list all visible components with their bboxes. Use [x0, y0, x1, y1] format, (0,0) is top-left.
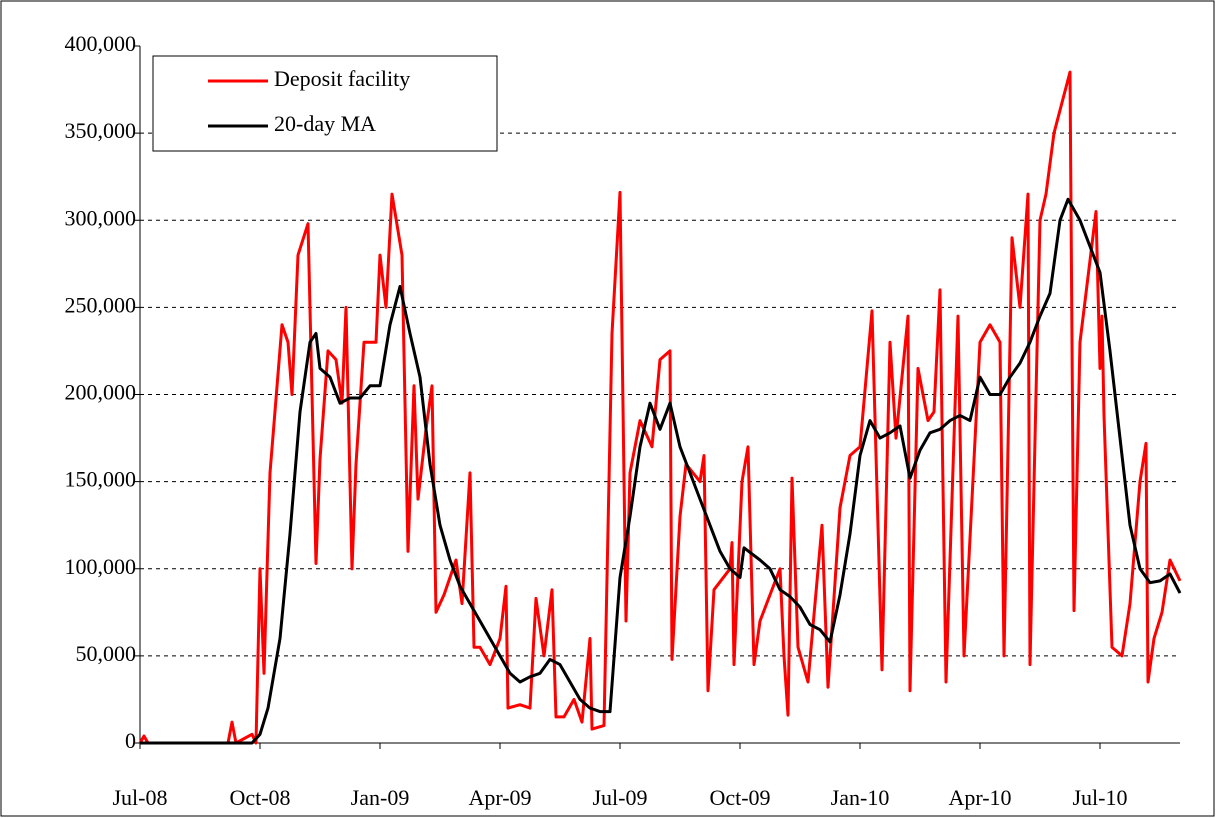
x-tick-label: Apr-09: [468, 785, 531, 810]
series-line: [138, 70, 1182, 745]
x-tick-label: Oct-08: [229, 785, 290, 810]
legend-box: [152, 55, 498, 152]
y-tick-label: 350,000: [65, 118, 137, 143]
x-tick-label: Jan-09: [351, 785, 410, 810]
y-tick-label: 200,000: [65, 380, 137, 405]
x-tick-label: Oct-09: [709, 785, 770, 810]
y-tick-label: 400,000: [65, 31, 137, 56]
y-tick-label: 150,000: [65, 467, 137, 492]
x-tick-label: Jul-08: [113, 785, 168, 810]
y-tick-label: 100,000: [65, 554, 137, 579]
x-tick-label: Jan-10: [831, 785, 890, 810]
y-tick-label: 50,000: [76, 641, 137, 666]
y-tick-label: 250,000: [65, 292, 137, 317]
x-tick-label: Jul-09: [593, 785, 648, 810]
series-line: [140, 197, 1182, 745]
legend-label: Deposit facility: [274, 66, 410, 91]
legend-label: 20-day MA: [274, 111, 376, 136]
x-tick-label: Apr-10: [948, 785, 1011, 810]
y-tick-label: 300,000: [65, 205, 137, 230]
y-tick-label: 0: [125, 728, 136, 753]
x-tick-label: Jul-10: [1073, 785, 1128, 810]
